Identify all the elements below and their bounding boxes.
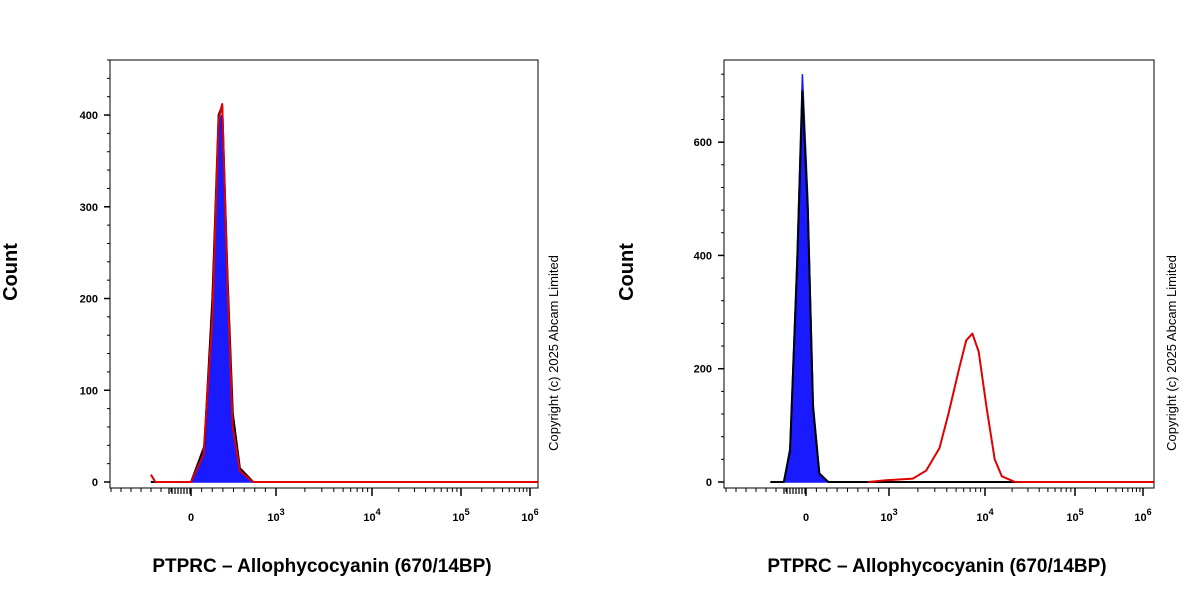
histogram-panel-left: Count PTPRC – Allophycocyanin (670/14BP)…: [0, 59, 561, 577]
y-axis-label: Count: [616, 243, 638, 301]
x-tick-label: 103: [880, 507, 897, 524]
x-axis-label: PTPRC – Allophycocyanin (670/14BP): [152, 556, 491, 577]
series-layer: [770, 74, 1154, 483]
x-tick-label: 105: [452, 507, 469, 524]
y-tick-label: 600: [694, 137, 712, 149]
y-tick-label: 100: [80, 385, 98, 397]
y-tick-label: 200: [694, 364, 712, 376]
series-layer: [150, 103, 538, 483]
series-isotype-fill: [150, 112, 538, 483]
axes-layer: 0 200 400 600 0 103 104 105 106: [694, 73, 1152, 524]
copyright-notice: Copyright (c) 2025 Abcam Limited: [1164, 255, 1179, 451]
x-tick-label: 0: [188, 512, 194, 524]
y-tick-label: 400: [80, 110, 98, 122]
y-tick-label: 400: [694, 250, 712, 262]
x-tick-label: 106: [1134, 507, 1151, 524]
x-tick-label: 105: [1066, 507, 1083, 524]
x-tick-label: 104: [976, 507, 993, 524]
y-axis-label: Count: [0, 243, 22, 301]
copyright-notice: Copyright (c) 2025 Abcam Limited: [546, 255, 561, 451]
series-stained-line: [868, 332, 1154, 483]
histogram-panel-right: Count PTPRC – Allophycocyanin (670/14BP)…: [616, 59, 1179, 577]
y-tick-label: 200: [80, 294, 98, 306]
y-tick-label: 300: [80, 202, 98, 214]
plot-frame: [109, 59, 539, 489]
x-tick-label: 106: [521, 507, 538, 524]
series-stained-line: [150, 103, 538, 483]
y-tick-label: 0: [706, 477, 712, 489]
x-axis-label: PTPRC – Allophycocyanin (670/14BP): [767, 556, 1106, 577]
x-tick-label: 0: [803, 512, 809, 524]
x-tick-label: 103: [267, 507, 284, 524]
x-tick-label: 104: [363, 507, 380, 524]
series-unstained-line: [770, 90, 1154, 483]
y-tick-label: 0: [92, 477, 98, 489]
plot-frame: [723, 59, 1155, 489]
axes-layer: 0 100 200 300 400 0 103 104 105 106: [80, 59, 539, 524]
series-isotype-fill: [770, 74, 1154, 483]
